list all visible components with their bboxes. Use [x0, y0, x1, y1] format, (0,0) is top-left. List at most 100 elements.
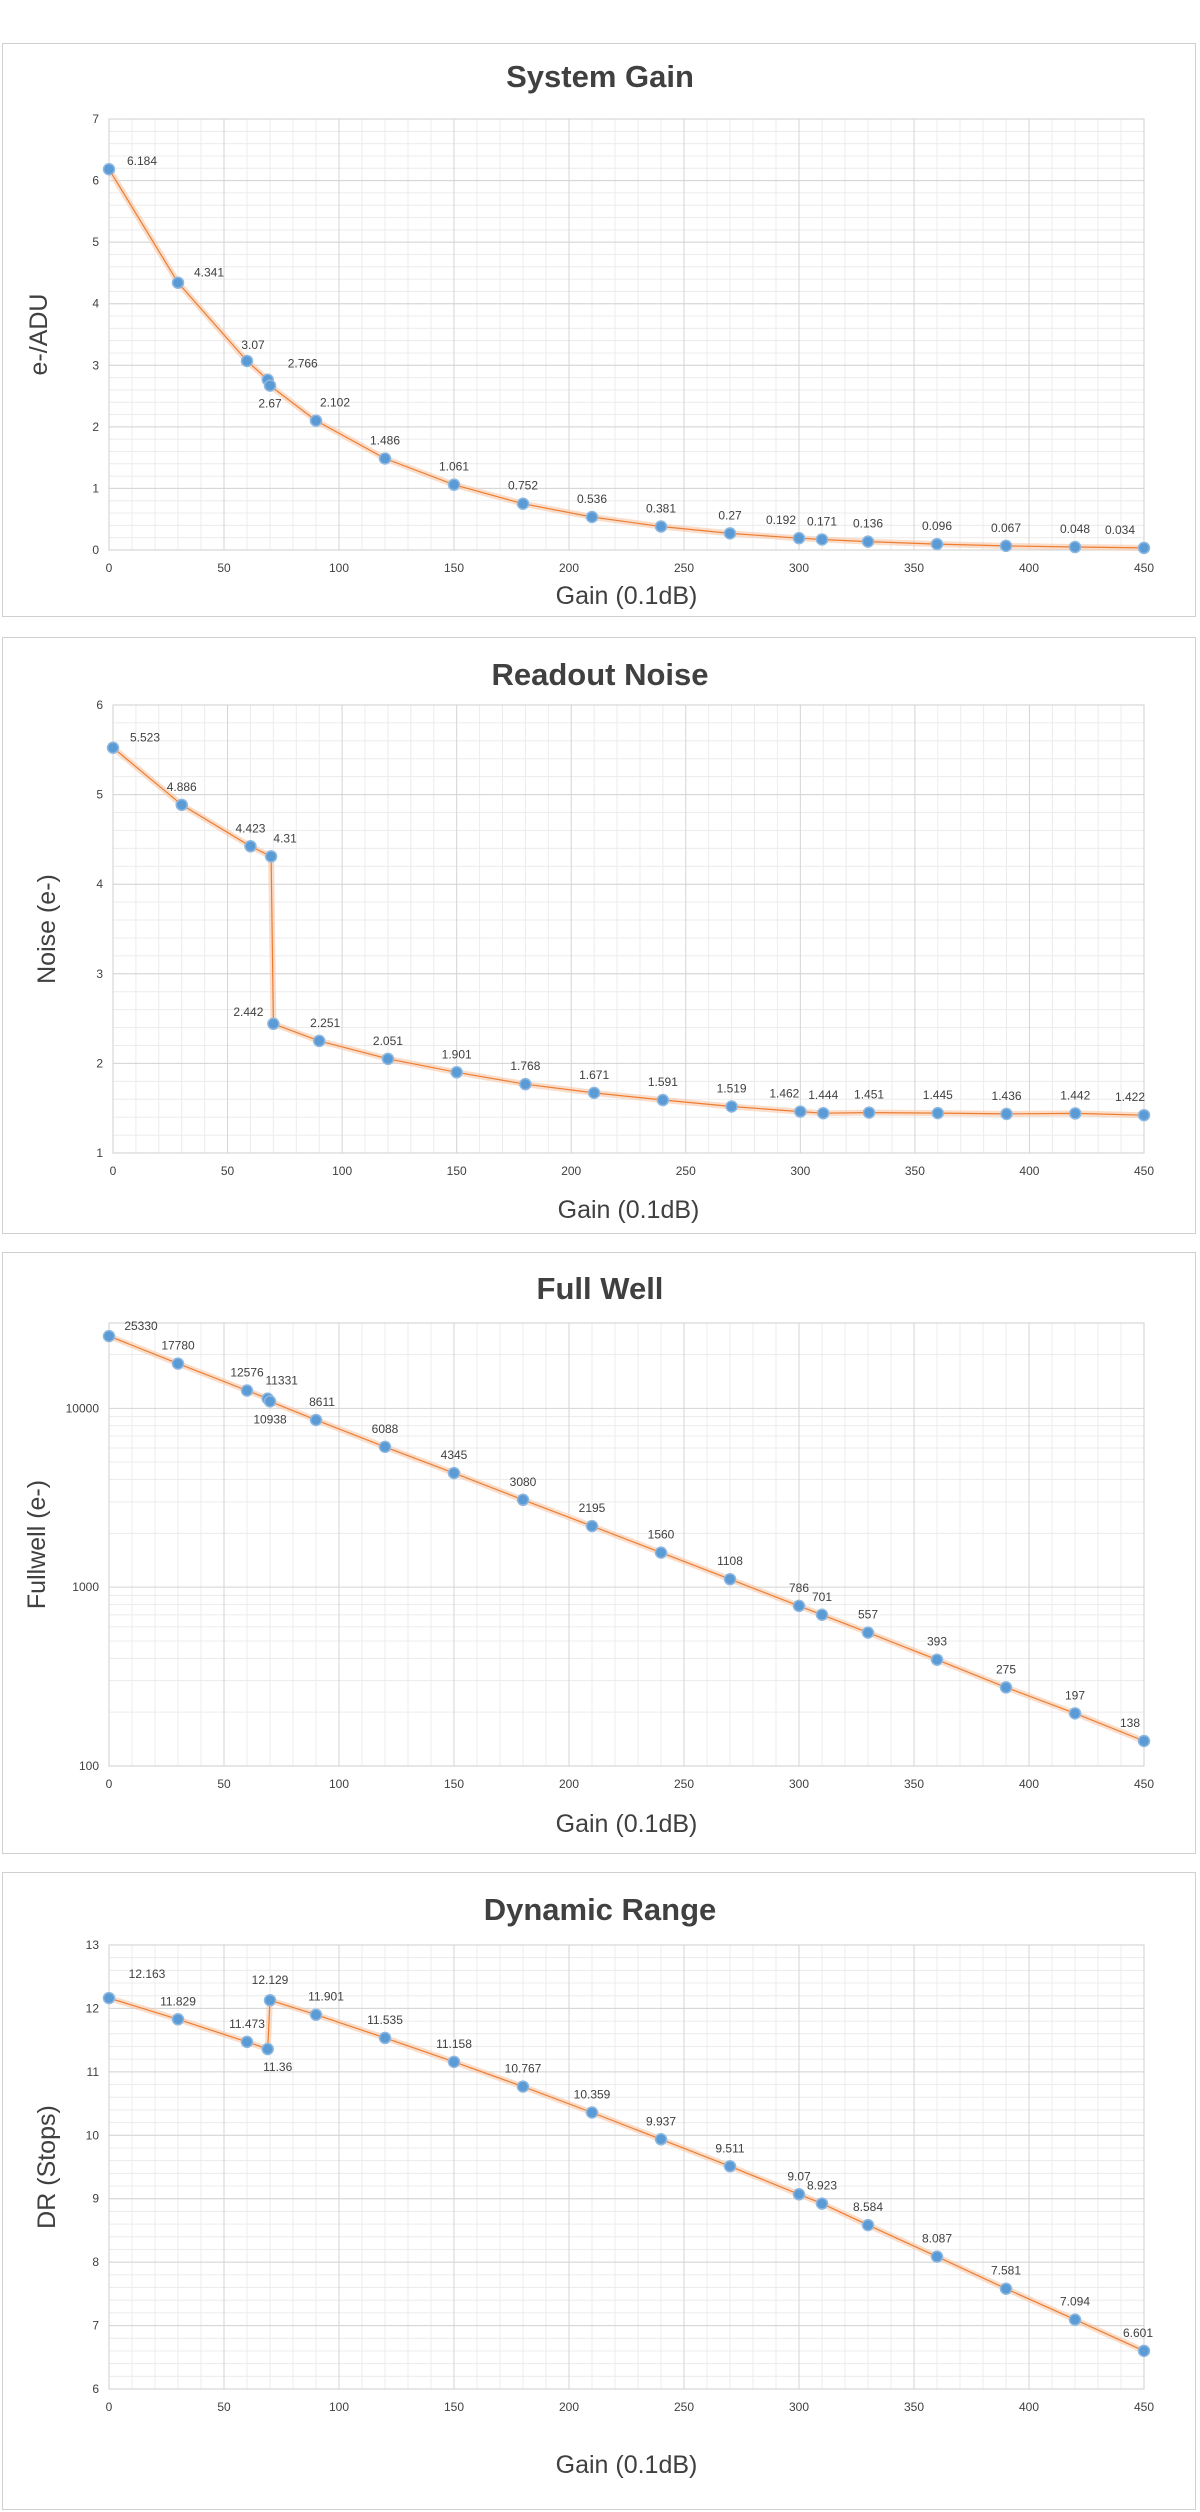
- data-label: 11.535: [367, 2013, 403, 2027]
- data-point: [792, 1599, 806, 1613]
- data-point: [519, 1077, 532, 1091]
- data-point: [378, 1440, 392, 1454]
- data-point: [102, 1329, 116, 1343]
- data-point: [654, 2133, 668, 2146]
- x-tick-label: 100: [332, 1164, 352, 1178]
- x-tick-label: 50: [217, 1777, 231, 1791]
- y-tick-label: 12: [86, 2001, 100, 2015]
- data-point: [309, 1413, 323, 1427]
- y-tick-label: 7: [92, 2319, 99, 2333]
- data-point: [261, 2042, 274, 2056]
- data-point: [175, 798, 188, 812]
- data-label: 3.07: [241, 338, 265, 352]
- data-point: [516, 1493, 530, 1507]
- y-tick-label: 2: [96, 1056, 103, 1070]
- data-point: [999, 2282, 1013, 2295]
- data-point: [312, 1034, 326, 1048]
- x-tick-label: 400: [1019, 1777, 1039, 1791]
- data-point: [585, 1519, 599, 1533]
- data-point: [654, 520, 668, 533]
- x-tick-label: 400: [1019, 561, 1039, 575]
- data-point: [263, 1395, 277, 1408]
- data-label: 275: [996, 1662, 1016, 1676]
- y-tick-label: 9: [92, 2192, 99, 2206]
- data-label: 8611: [309, 1395, 335, 1409]
- y-axis-label: e-/ADU: [25, 294, 53, 376]
- x-tick-label: 150: [444, 561, 464, 575]
- major-gridlines: [112, 704, 1145, 1154]
- x-axis-label: Gain (0.1dB): [556, 582, 698, 610]
- x-tick-label: 150: [447, 1164, 467, 1178]
- major-gridlines: [108, 118, 1145, 551]
- data-label: 10938: [253, 1412, 287, 1426]
- y-tick-label: 7: [92, 112, 99, 126]
- data-label: 2195: [579, 1501, 606, 1515]
- data-point: [309, 2008, 323, 2021]
- x-axis-label: Gain (0.1dB): [558, 1196, 700, 1224]
- chart-readout-noise: 0 50 100 150 200 250 300 350 400 450 1 2 3 4 5 6 Readout…: [33, 657, 1154, 1224]
- data-label: 9.937: [646, 2114, 676, 2128]
- chart-panel-readout-noise: 0 50 100 150 200 250 300 350 400 450 1 2 3 4 5 6 Readout…: [2, 637, 1196, 1234]
- x-tick-label: 350: [904, 1777, 924, 1791]
- chart-panel-full-well: 0 50 100 150 200 250 300 350 400 450 100 1000 10000 F…: [2, 1252, 1196, 1854]
- data-point: [816, 1106, 830, 1120]
- data-label: 3080: [510, 1475, 537, 1489]
- data-point: [930, 2250, 944, 2263]
- data-label: 2.766: [288, 357, 318, 371]
- data-label: 12576: [230, 1366, 264, 1380]
- data-point: [792, 2188, 806, 2201]
- x-tick-label: 200: [561, 1164, 581, 1178]
- data-point: [930, 1653, 944, 1666]
- data-point: [263, 1993, 277, 2007]
- data-point: [1137, 541, 1151, 555]
- data-label: 11331: [265, 1374, 298, 1388]
- data-label: 1.445: [923, 1088, 953, 1102]
- data-point: [654, 1546, 668, 1559]
- x-tick-label: 150: [444, 1777, 464, 1791]
- data-point: [815, 1608, 829, 1622]
- data-point: [1069, 1107, 1082, 1120]
- x-tick-label: 450: [1134, 1164, 1154, 1178]
- data-label: 6.601: [1123, 2326, 1153, 2340]
- data-label: 11.158: [436, 2037, 472, 2051]
- data-point: [723, 2160, 737, 2173]
- data-point: [999, 539, 1013, 553]
- data-label: 2.251: [310, 1016, 340, 1030]
- x-tick-label: 350: [904, 561, 924, 575]
- data-point: [264, 850, 278, 863]
- data-label: 8.087: [922, 2232, 952, 2246]
- data-label: 1.462: [769, 1087, 799, 1101]
- x-tick-label: 400: [1019, 1164, 1039, 1178]
- data-label: 1.436: [992, 1089, 1022, 1103]
- data-point: [240, 1384, 254, 1397]
- chart-panel-dynamic-range: 0 50 100 150 200 250 300 350 400 450 6 7 8 9 10 11 12 13 D…: [2, 1872, 1196, 2510]
- plot-area: [108, 118, 1145, 551]
- data-label: 1.442: [1060, 1088, 1090, 1102]
- y-tick-label: 6: [92, 2382, 99, 2396]
- major-gridlines: [108, 1944, 1145, 2390]
- y-tick-label: 3: [92, 358, 99, 372]
- data-label: 9.511: [715, 2141, 744, 2155]
- data-point: [381, 1052, 395, 1066]
- x-tick-label: 250: [674, 561, 694, 575]
- x-tick-label: 300: [789, 2400, 809, 2414]
- data-label: 2.102: [320, 396, 350, 410]
- y-tick-label: 1: [96, 1146, 103, 1160]
- data-point: [585, 2106, 599, 2119]
- data-point: [516, 497, 530, 510]
- y-tick-label: 4: [92, 297, 99, 311]
- data-label: 1.444: [808, 1088, 838, 1102]
- major-gridlines: [108, 1322, 1145, 1767]
- data-label: 1.486: [370, 434, 400, 448]
- data-label: 8.923: [807, 2179, 837, 2193]
- data-label: 11.901: [308, 1990, 344, 2004]
- data-point: [1068, 540, 1082, 554]
- data-label: 0.192: [766, 513, 796, 527]
- data-point: [930, 537, 944, 551]
- data-label: 1560: [648, 1528, 675, 1542]
- data-point: [171, 276, 185, 289]
- x-tick-label: 200: [559, 561, 579, 575]
- data-label: 10.359: [574, 2088, 611, 2102]
- data-label: 5.523: [130, 731, 160, 745]
- data-label: 0.096: [922, 519, 952, 533]
